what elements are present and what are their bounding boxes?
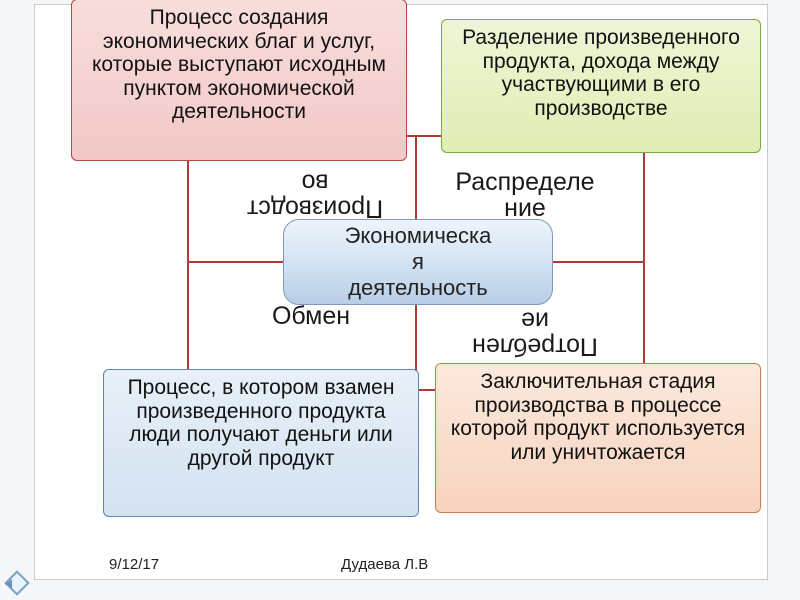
quadrant-label-exchange: Обмен	[231, 303, 391, 329]
center-node: Экономическа я деятельность	[283, 219, 553, 305]
center-text-2: я	[412, 249, 424, 275]
text: во	[302, 168, 329, 196]
desc-text: Разделение произведенного продукта, дохо…	[462, 26, 740, 120]
text: Обмен	[272, 302, 350, 330]
center-text-3: деятельность	[348, 275, 488, 301]
center-text-1: Экономическа	[345, 223, 492, 249]
chevron-left-icon	[5, 579, 12, 589]
footer-author: Дудаева Л.В	[341, 556, 428, 573]
text: Потреблен	[472, 333, 598, 361]
quadrant-label-production: Производст во	[235, 169, 395, 222]
text: Распределе	[455, 168, 594, 196]
slide-canvas: Производст во Распределе ние Обмен Потре…	[34, 4, 768, 580]
desc-consumption: Заключительная стадия производства в про…	[435, 363, 761, 513]
desc-distribution: Разделение произведенного продукта, дохо…	[441, 19, 761, 153]
desc-text: Процесс создания экономических благ и ус…	[92, 6, 386, 123]
quadrant-label-distribution: Распределе ние	[435, 169, 615, 222]
footer-date: 9/12/17	[109, 556, 159, 573]
quadrant-label-consumption: Потреблен ие	[435, 307, 635, 360]
desc-production: Процесс создания экономических благ и ус…	[71, 0, 407, 161]
text: ие	[521, 306, 549, 334]
prev-slide-button[interactable]	[4, 570, 30, 596]
desc-text: Процесс, в котором взамен произведенного…	[128, 376, 395, 470]
desc-exchange: Процесс, в котором взамен произведенного…	[103, 369, 419, 517]
desc-text: Заключительная стадия производства в про…	[451, 370, 745, 464]
